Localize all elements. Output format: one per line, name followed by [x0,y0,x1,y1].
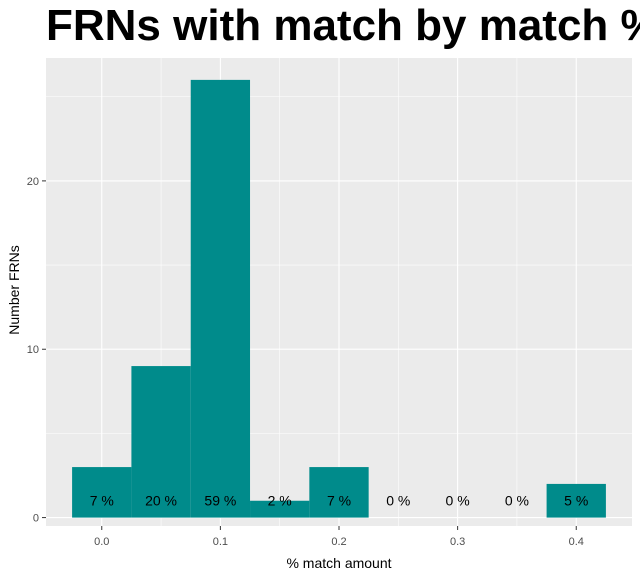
bars [72,79,606,518]
bar-label: 59 % [204,493,236,509]
y-axis-title: Number FRNs [6,245,22,334]
y-tick-label: 0 [33,513,39,525]
bar [309,467,369,518]
bar [72,467,132,518]
bar [190,79,251,518]
x-tick-label: 0.1 [213,536,228,548]
x-axis: 0.0 0.1 0.2 0.3 0.4 [94,526,584,548]
chart-title: FRNs with match by match % [46,1,640,50]
bar [546,483,606,518]
x-tick-label: 0.2 [331,536,346,548]
y-tick-label: 10 [27,344,39,356]
bar-label: 2 % [268,493,292,509]
bar-label: 0 % [505,493,529,509]
bar-label: 20 % [145,493,177,509]
bar-label: 7 % [90,493,114,509]
bar [250,500,310,518]
x-tick-label: 0.4 [569,536,584,548]
y-axis: 0 10 20 [27,176,46,525]
bar-label: 7 % [327,493,351,509]
bar-label: 0 % [386,493,410,509]
bar-labels: 7 % 20 % 59 % 2 % 7 % 0 % 0 % 0 % 5 % [90,493,589,509]
x-tick-label: 0.3 [450,536,465,548]
x-axis-title: % match amount [286,555,391,571]
bar-label: 0 % [446,493,470,509]
y-tick-label: 20 [27,176,39,188]
bar-label: 5 % [564,493,588,509]
bar [131,366,191,518]
x-tick-label: 0.0 [94,536,109,548]
